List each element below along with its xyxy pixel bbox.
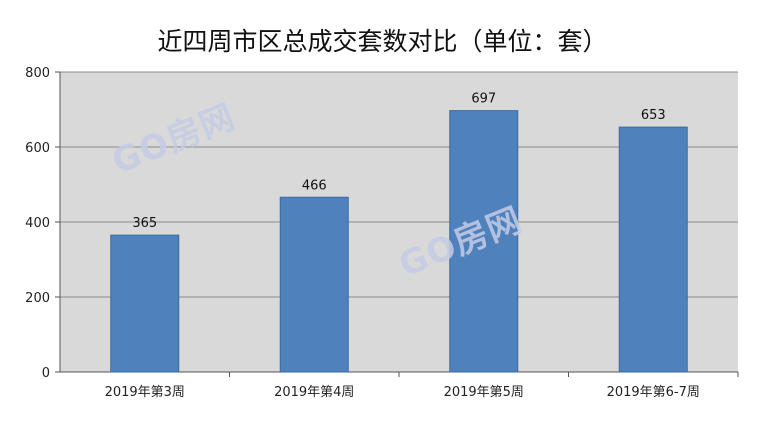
- x-tick-label: 2019年第5周: [444, 385, 524, 400]
- data-label: 466: [302, 178, 327, 193]
- x-tick-label: 2019年第4周: [274, 385, 354, 400]
- x-tick-label: 2019年第6-7周: [607, 385, 700, 400]
- y-tick-label: 800: [25, 66, 50, 81]
- bar: [110, 234, 180, 373]
- data-label: 697: [471, 92, 496, 107]
- chart-title: 近四周市区总成交套数对比（单位：套）: [157, 27, 608, 56]
- data-label: 365: [132, 216, 157, 231]
- data-label: 653: [641, 108, 666, 123]
- y-tick-label: 0: [42, 366, 50, 381]
- y-tick-label: 600: [25, 141, 50, 156]
- bar: [618, 126, 688, 373]
- bar: [449, 110, 519, 373]
- y-tick-label: 400: [25, 216, 50, 231]
- y-tick-label: 200: [25, 291, 50, 306]
- bar: [279, 196, 349, 373]
- x-tick-label: 2019年第3周: [105, 385, 185, 400]
